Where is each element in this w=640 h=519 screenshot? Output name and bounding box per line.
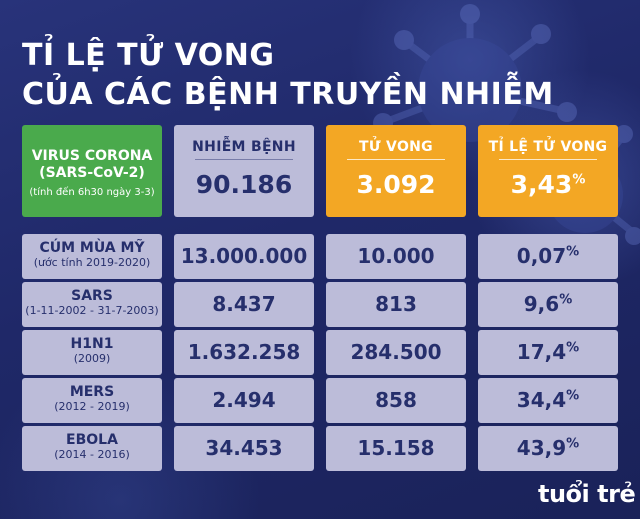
cases-cell: 2.494	[174, 378, 314, 423]
divider	[499, 159, 597, 160]
rate-header-label: TỈ LỆ TỬ VONG	[488, 139, 608, 155]
rate-cell: 34,4%	[478, 378, 618, 423]
rate-value: 34,4%	[478, 378, 618, 423]
percent-unit: %	[566, 244, 580, 260]
coronavirus-deaths: 3.092	[356, 170, 436, 199]
cases-value: 34.453	[205, 436, 283, 460]
disease-label-card: MERS (2012 - 2019)	[22, 378, 162, 423]
coronavirus-strain: (SARS-CoV-2)	[39, 165, 145, 181]
rate-number: 9,6	[523, 292, 560, 316]
deaths-cell: 15.158	[326, 426, 466, 471]
rate-number: 43,9	[516, 436, 567, 460]
cases-cell: 8.437	[174, 282, 314, 327]
coronavirus-note: (tính đến 6h30 ngày 3-3)	[29, 187, 155, 198]
cases-value: 2.494	[212, 388, 276, 412]
disease-label-card: EBOLA (2014 - 2016)	[22, 426, 162, 471]
cases-value: 13.000.000	[180, 244, 308, 268]
coronavirus-label-card: VIRUS CORONA (SARS-CoV-2) (tính đến 6h30…	[22, 125, 162, 217]
cases-cell: 34.453	[174, 426, 314, 471]
disease-period: (2014 - 2016)	[54, 448, 130, 461]
rate-number: 34,4	[516, 388, 567, 412]
title-line-1: TỈ LỆ TỬ VONG	[22, 38, 275, 73]
rate-cell: 17,4%	[478, 330, 618, 375]
rate-number: 0,07	[516, 244, 567, 268]
disease-name: CÚM MÙA MỸ	[39, 240, 145, 256]
cases-cell: 13.000.000	[174, 234, 314, 279]
cases-cell: 1.632.258	[174, 330, 314, 375]
title-line-2: CỦA CÁC BỆNH TRUYỀN NHIỄM	[22, 77, 554, 112]
rate-value: 0,07%	[478, 234, 618, 279]
disease-period: (2009)	[73, 352, 111, 365]
disease-label-card: H1N1 (2009)	[22, 330, 162, 375]
deaths-header-card: TỬ VONG 3.092	[326, 125, 466, 217]
deaths-cell: 284.500	[326, 330, 466, 375]
disease-name: MERS	[69, 384, 115, 400]
disease-name: EBOLA	[66, 432, 118, 448]
disease-period: (1-11-2002 - 31-7-2003)	[25, 304, 159, 317]
disease-period: (2012 - 2019)	[54, 400, 130, 413]
rate-value: 17,4%	[478, 330, 618, 375]
deaths-value: 284.500	[350, 340, 442, 364]
deaths-value: 10.000	[357, 244, 435, 268]
divider	[347, 159, 445, 160]
divider	[195, 159, 293, 160]
cases-header-label: NHIỄM BỆNH	[192, 139, 296, 155]
cases-value: 1.632.258	[187, 340, 301, 364]
percent-unit: %	[566, 436, 580, 452]
deaths-cell: 813	[326, 282, 466, 327]
rate-value: 43,9%	[478, 426, 618, 471]
disease-label-card: CÚM MÙA MỸ (ước tính 2019-2020)	[22, 234, 162, 279]
brand-logo: tuổi trẻ	[538, 480, 636, 508]
rate-value: 9,6%	[478, 282, 618, 327]
rate-cell: 0,07%	[478, 234, 618, 279]
cases-value: 8.437	[212, 292, 276, 316]
deaths-value: 858	[375, 388, 417, 412]
disease-name: SARS	[71, 288, 113, 304]
percent-unit: %	[559, 292, 573, 308]
rate-cell: 9,6%	[478, 282, 618, 327]
deaths-value: 15.158	[357, 436, 435, 460]
rate-number: 17,4	[516, 340, 567, 364]
deaths-value: 813	[375, 292, 417, 316]
coronavirus-rate: 3,43%	[478, 170, 618, 199]
rate-header-card: TỈ LỆ TỬ VONG 3,43%	[478, 125, 618, 217]
percent-unit: %	[566, 340, 580, 356]
percent-unit: %	[572, 172, 586, 188]
deaths-header-label: TỬ VONG	[359, 139, 433, 155]
rate-cell: 43,9%	[478, 426, 618, 471]
disease-name: H1N1	[70, 336, 114, 352]
coronavirus-name: VIRUS CORONA	[31, 148, 153, 164]
disease-label-card: SARS (1-11-2002 - 31-7-2003)	[22, 282, 162, 327]
page-title: TỈ LỆ TỬ VONG CỦA CÁC BỆNH TRUYỀN NHIỄM	[22, 36, 554, 114]
deaths-cell: 858	[326, 378, 466, 423]
percent-unit: %	[566, 388, 580, 404]
cases-header-card: NHIỄM BỆNH 90.186	[174, 125, 314, 217]
coronavirus-cases: 90.186	[195, 170, 293, 199]
deaths-cell: 10.000	[326, 234, 466, 279]
coronavirus-rate-value: 3,43	[510, 170, 573, 199]
disease-period: (ước tính 2019-2020)	[33, 256, 151, 269]
